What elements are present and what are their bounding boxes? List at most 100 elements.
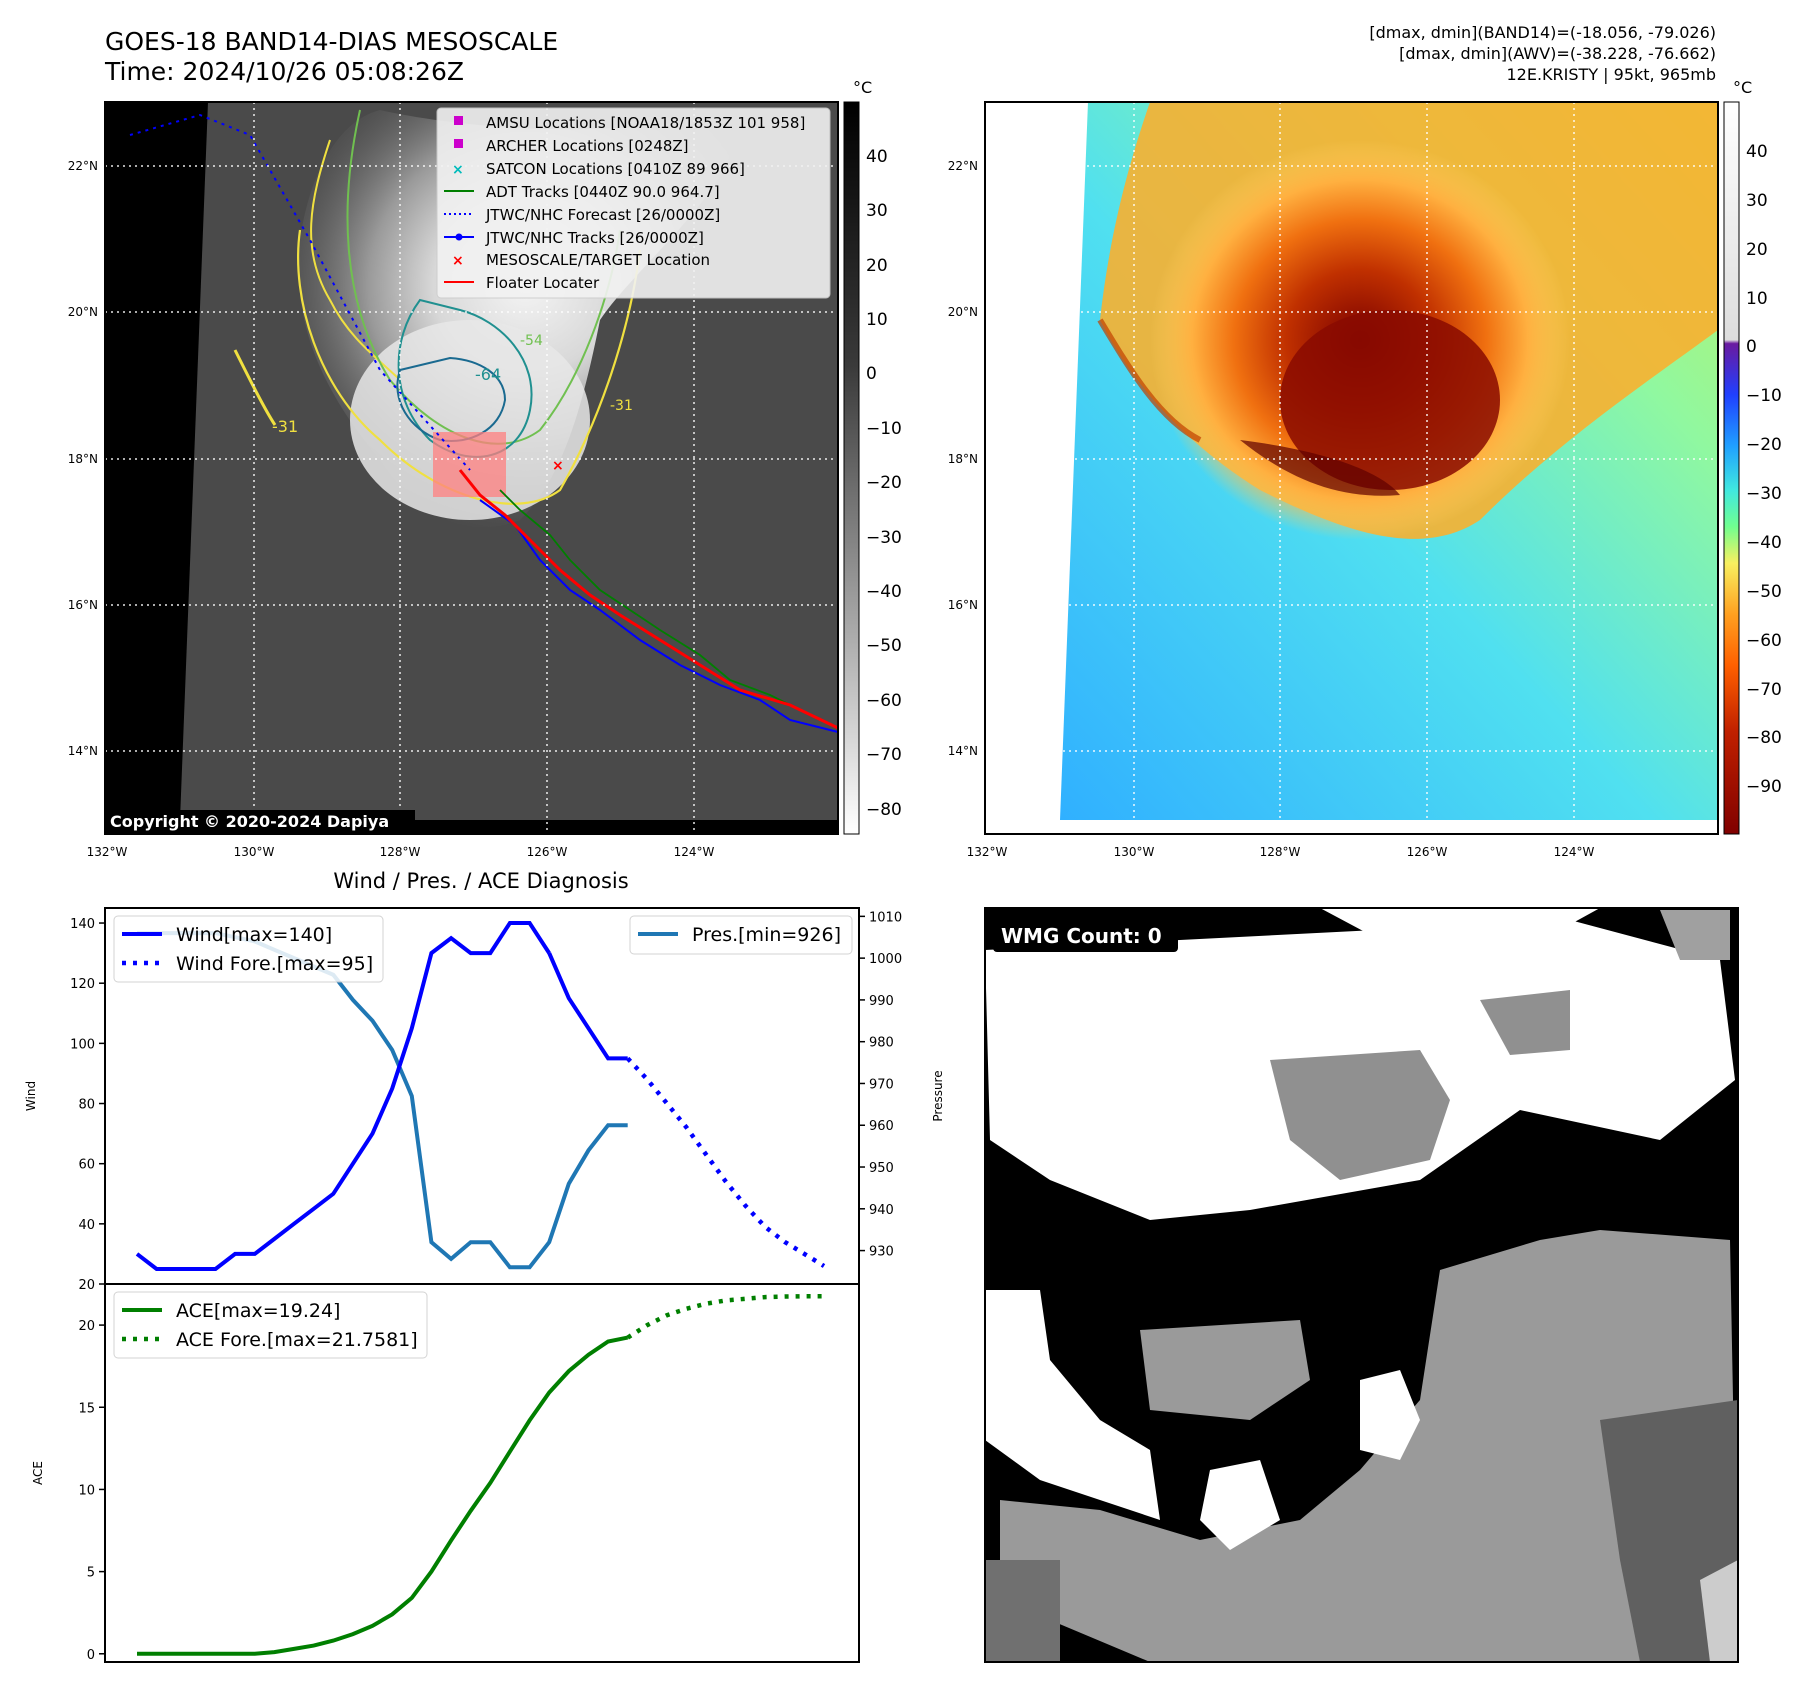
ir-colorbar bbox=[843, 101, 860, 835]
stats-band14: [dmax, dmin](BAND14)=(-18.056, -79.026) bbox=[1369, 23, 1716, 42]
ir-cbar-tick: 0 bbox=[866, 364, 877, 384]
lon-label: 124°W bbox=[1554, 845, 1595, 859]
legend-label-archer: ARCHER Locations [0248Z] bbox=[486, 137, 689, 155]
wind-tick-label: 140 bbox=[70, 917, 95, 932]
awv-frame bbox=[984, 101, 1719, 835]
wmg-white-region-left bbox=[985, 1290, 1160, 1520]
lat-label: 16°N bbox=[948, 598, 978, 612]
wind-y-axis: 140 120 100 80 60 40 20 bbox=[70, 917, 105, 1293]
copyright-box bbox=[105, 810, 415, 832]
storm-info: 12E.KRISTY | 95kt, 965mb bbox=[1507, 65, 1717, 84]
pressure-tick-label: 1000 bbox=[869, 952, 902, 967]
ir-cbar-tick: −10 bbox=[866, 419, 902, 439]
lon-label: 128°W bbox=[1260, 845, 1301, 859]
lat-label: 22°N bbox=[68, 159, 98, 173]
wind-series-line bbox=[135, 921, 551, 1271]
pressure-y-axis: 1010 1000 990 980 970 960 950 940 930 bbox=[859, 910, 902, 1260]
wind-series-line-tail bbox=[547, 952, 628, 1061]
wmg-gray-patch bbox=[1270, 1050, 1450, 1180]
legend-marker-archer bbox=[454, 139, 463, 148]
awv-cbar-tick: 10 bbox=[1746, 289, 1768, 309]
lat-label: 22°N bbox=[948, 159, 978, 173]
lat-label: 16°N bbox=[68, 598, 98, 612]
stats-awv: [dmax, dmin](AWV)=(-38.228, -76.662) bbox=[1399, 44, 1716, 63]
ir-cbar-tick: −20 bbox=[866, 473, 902, 493]
awv-cbar-tick: 0 bbox=[1746, 337, 1757, 357]
pressure-tick-label: 980 bbox=[869, 1036, 894, 1051]
lon-label: 132°W bbox=[87, 845, 128, 859]
awv-cbar-tick: 30 bbox=[1746, 191, 1768, 211]
legend-ace-label: ACE[max=19.24] bbox=[176, 1300, 340, 1322]
lon-label: 128°W bbox=[380, 845, 421, 859]
figure-title: GOES-18 BAND14-DIAS MESOSCALE bbox=[105, 27, 558, 56]
ir-lat-labels: 22°N 20°N 18°N 16°N 14°N bbox=[68, 159, 98, 758]
awv-colorbar-unit: °C bbox=[1733, 78, 1752, 97]
awv-outer-band bbox=[1097, 318, 1202, 443]
ir-colorbar-ticks: 40 30 20 10 0 −10 −20 −30 −40 −50 −60 −7… bbox=[866, 147, 902, 820]
awv-eye-region bbox=[1280, 310, 1500, 490]
legend-label-amsu: AMSU Locations [NOAA18/1853Z 101 958] bbox=[486, 114, 805, 132]
legend-marker-mesoscale: × bbox=[452, 253, 464, 269]
awv-colorbar bbox=[1723, 101, 1740, 835]
lat-label: 18°N bbox=[68, 452, 98, 466]
lat-label: 14°N bbox=[948, 744, 978, 758]
awv-cbar-tick: −60 bbox=[1746, 631, 1782, 651]
wmg-white-region-edge bbox=[1040, 908, 1600, 940]
contour-label-54: -54 bbox=[520, 333, 543, 349]
awv-cbar-tick: −70 bbox=[1746, 680, 1782, 700]
contour-label-31b: -31 bbox=[610, 398, 633, 414]
ir-central-dense-overcast bbox=[350, 320, 590, 520]
awv-cbar-tick: −80 bbox=[1746, 728, 1782, 748]
ir-cbar-tick: −70 bbox=[866, 745, 902, 765]
awv-cbar-tick: −40 bbox=[1746, 533, 1782, 553]
wind-tick-label: 80 bbox=[78, 1098, 95, 1113]
ir-cbar-tick: −40 bbox=[866, 582, 902, 602]
wmg-frame bbox=[984, 907, 1739, 1663]
wind-axis-label: Wind bbox=[24, 1081, 38, 1111]
ir-legend: AMSU Locations [NOAA18/1853Z 101 958] AR… bbox=[436, 107, 831, 299]
ir-cbar-tick: −50 bbox=[866, 636, 902, 656]
ace-chart: 20 15 10 5 0 ACE ACE[max=19.24] ACE Fore.[ma… bbox=[31, 1283, 860, 1663]
lon-label: 132°W bbox=[967, 845, 1008, 859]
legend-marker-satcon: × bbox=[452, 162, 464, 178]
legend-ace-fore-label: ACE Fore.[max=21.7581] bbox=[176, 1329, 418, 1351]
awv-dry-tail bbox=[1240, 440, 1400, 496]
ir-cbar-tick: 20 bbox=[866, 256, 888, 276]
ace-tick-label: 5 bbox=[87, 1566, 95, 1581]
awv-cbar-tick: −50 bbox=[1746, 582, 1782, 602]
awv-panel: °C 40 30 20 10 0 −10 −20 −30 −40 −50 −60… bbox=[948, 78, 1782, 859]
legend-label-forecast: JTWC/NHC Forecast [26/0000Z] bbox=[485, 206, 720, 224]
ir-cbar-tick: −60 bbox=[866, 691, 902, 711]
ir-cbar-tick: 30 bbox=[866, 201, 888, 221]
wind-tick-label: 120 bbox=[70, 977, 95, 992]
diagnosis-title: Wind / Pres. / ACE Diagnosis bbox=[333, 869, 628, 893]
pressure-tick-label: 930 bbox=[869, 1245, 894, 1260]
lon-label: 130°W bbox=[234, 845, 275, 859]
wmg-white-patch bbox=[1360, 1370, 1420, 1460]
legend-wind-fore-label: Wind Fore.[max=95] bbox=[176, 953, 373, 975]
legend-label-tracks: JTWC/NHC Tracks [26/0000Z] bbox=[485, 229, 704, 247]
pressure-axis-label: Pressure bbox=[931, 1070, 945, 1121]
legend-label-satcon: SATCON Locations [0410Z 89 966] bbox=[486, 160, 745, 178]
awv-cbar-tick: 20 bbox=[1746, 240, 1768, 260]
wmg-dark-patch-left bbox=[985, 1560, 1060, 1662]
adt-track bbox=[499, 489, 839, 729]
pressure-tick-label: 1010 bbox=[869, 910, 902, 925]
wmg-gray-patch-2 bbox=[1480, 990, 1570, 1055]
wind-tick-label: 20 bbox=[78, 1278, 95, 1293]
pressure-tick-label: 990 bbox=[869, 994, 894, 1009]
wind-forecast-line bbox=[626, 1056, 826, 1268]
wind-legend-box bbox=[113, 915, 384, 983]
ir-contour-31b bbox=[310, 139, 401, 381]
ace-y-axis: 20 15 10 5 0 bbox=[78, 1319, 105, 1663]
lon-label: 130°W bbox=[1114, 845, 1155, 859]
wmg-count-label: WMG Count: 0 bbox=[1001, 924, 1162, 948]
pressure-tick-label: 970 bbox=[869, 1077, 894, 1092]
contour-label-64: -64 bbox=[475, 365, 501, 384]
awv-colorbar-ticks: 40 30 20 10 0 −10 −20 −30 −40 −50 −60 −7… bbox=[1746, 142, 1782, 797]
lon-label: 126°W bbox=[1407, 845, 1448, 859]
wmg-gray-region-bottom bbox=[1000, 1230, 1738, 1662]
awv-cbar-tick: −30 bbox=[1746, 484, 1782, 504]
awv-gridlines bbox=[985, 102, 1718, 834]
